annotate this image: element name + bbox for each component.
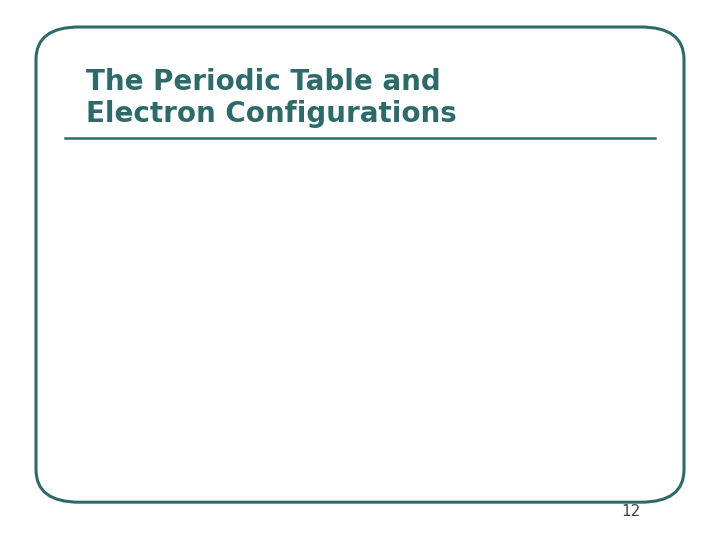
- FancyBboxPatch shape: [36, 27, 684, 502]
- Text: The Periodic Table and: The Periodic Table and: [86, 68, 441, 96]
- Text: Electron Configurations: Electron Configurations: [86, 100, 457, 128]
- Text: 12: 12: [621, 504, 641, 519]
